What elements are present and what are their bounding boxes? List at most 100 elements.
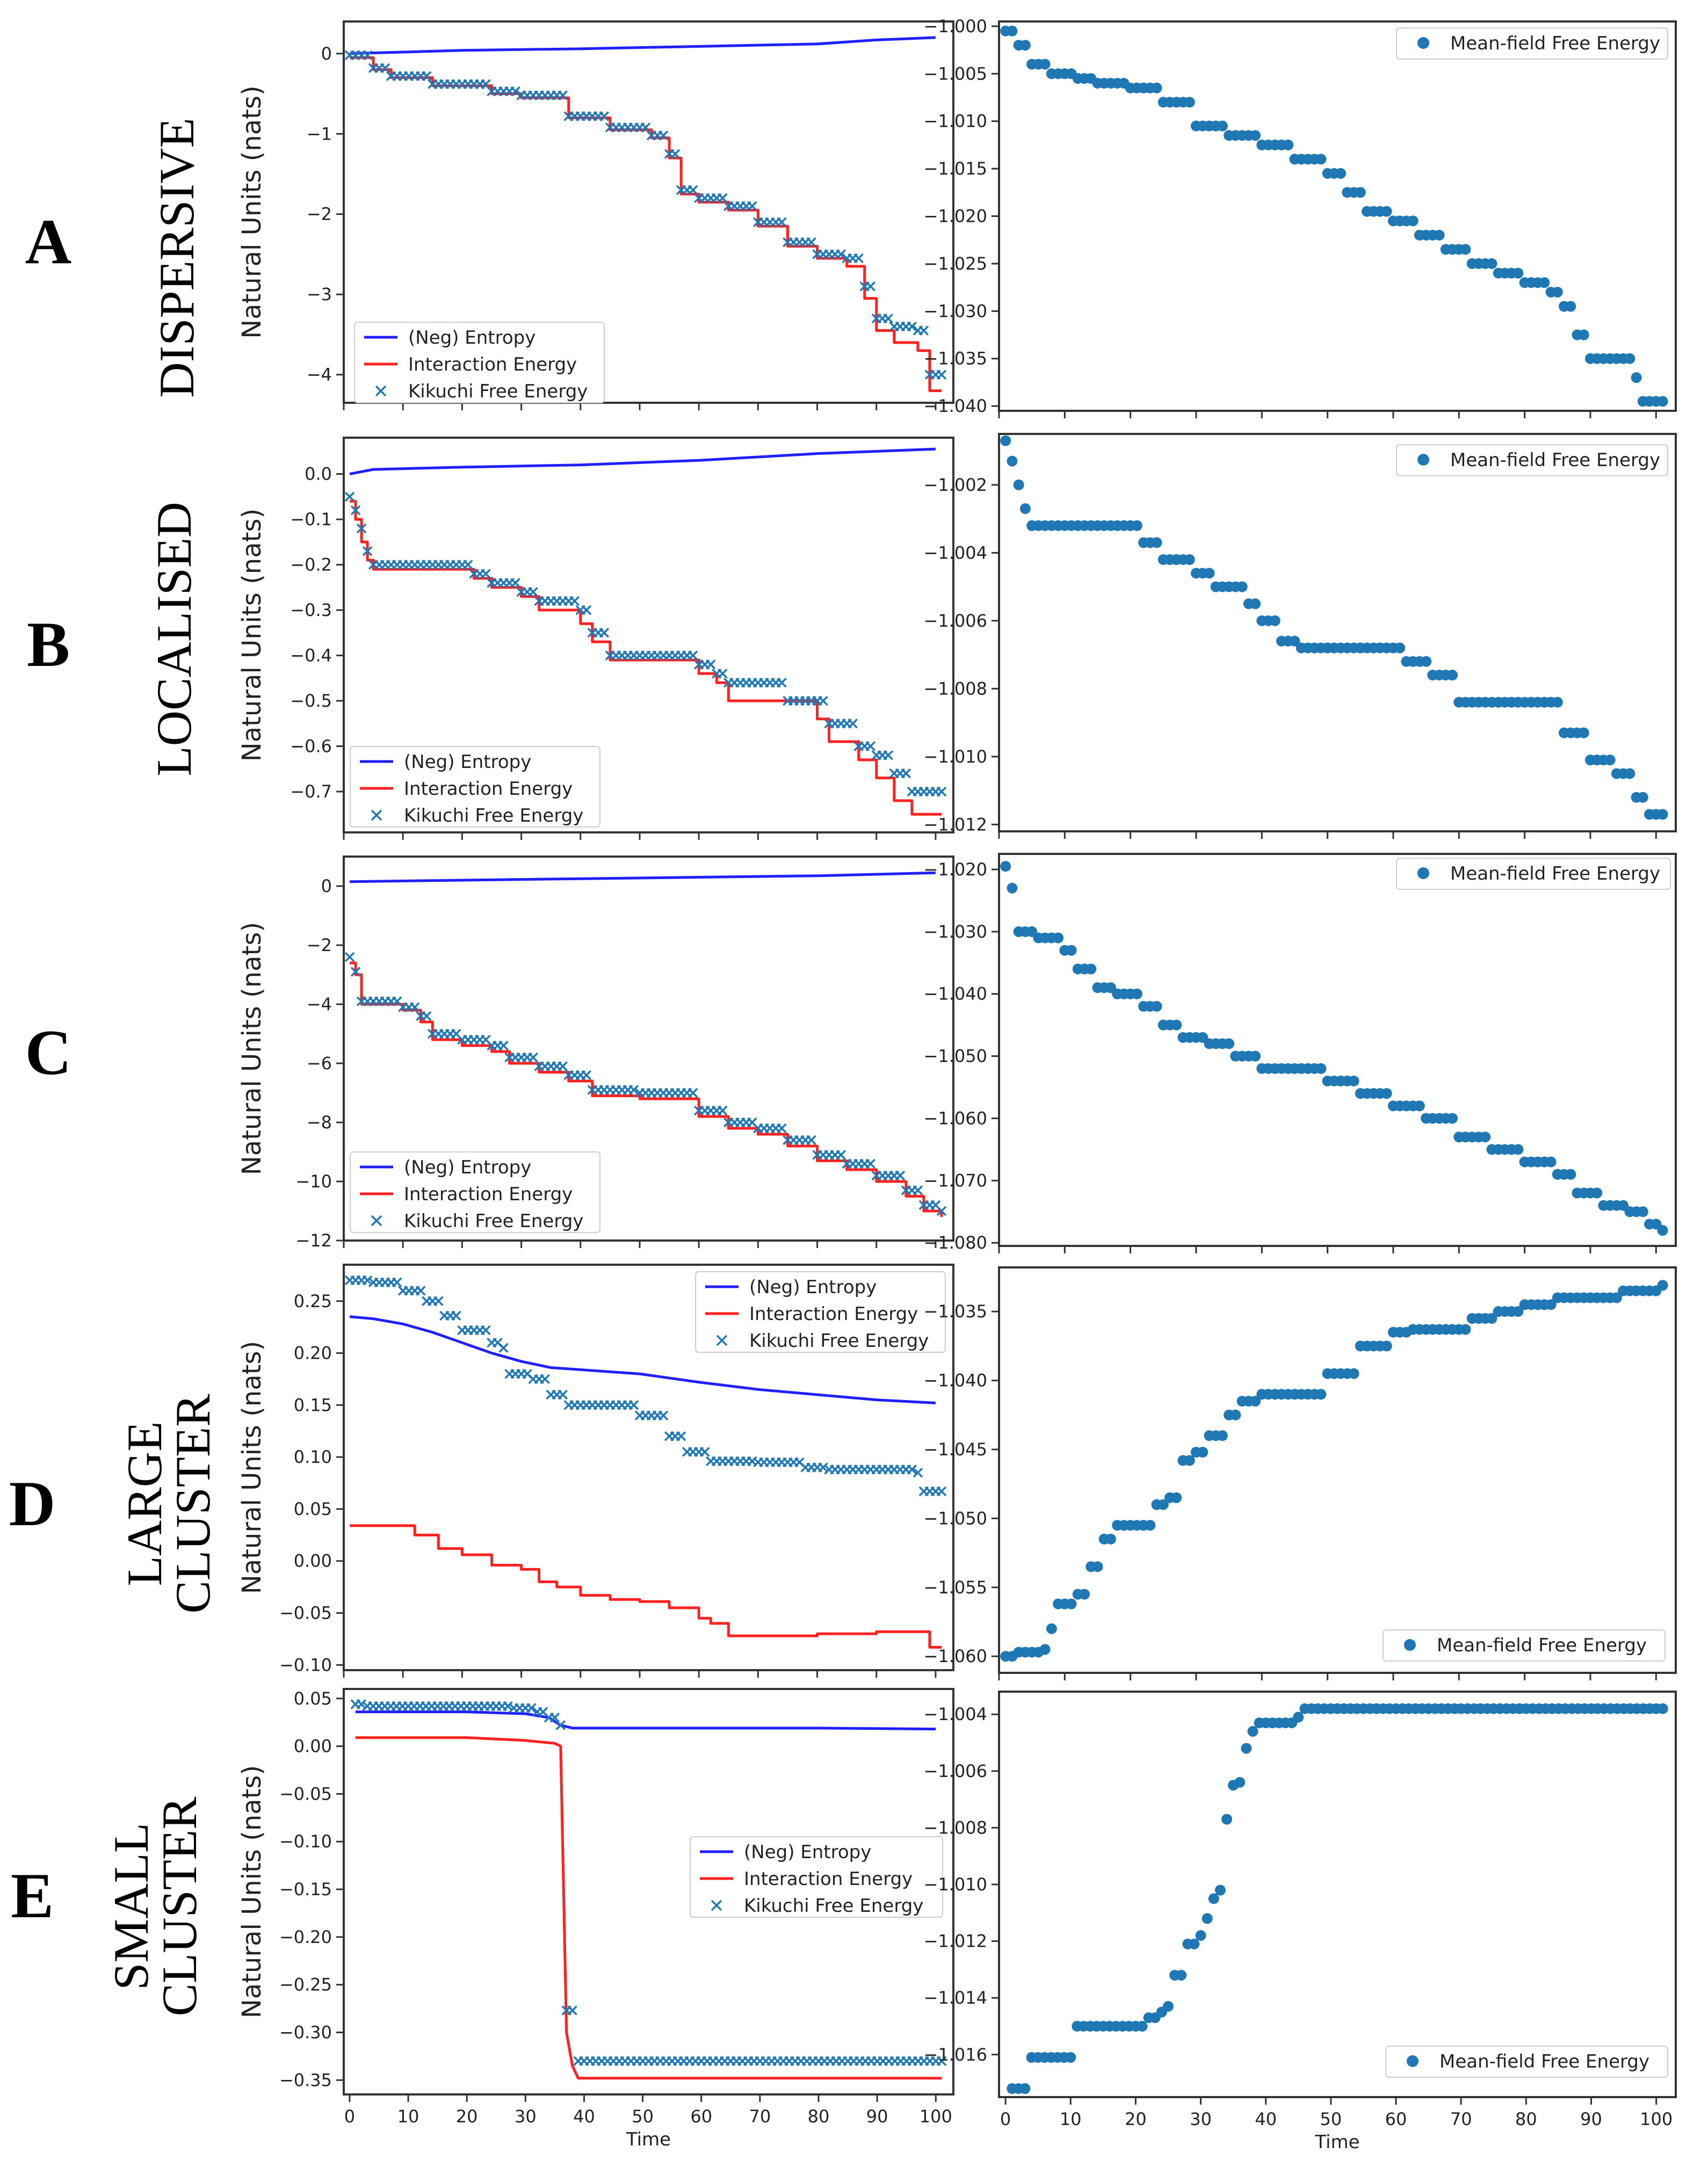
row-letter-a: A: [25, 206, 72, 277]
meanfield-point: [1217, 120, 1228, 132]
kikuchi-marker: [901, 768, 911, 779]
kikuchi-marker: [853, 253, 864, 264]
meanfield-point: [1151, 537, 1162, 548]
meanfield-point: [1184, 97, 1195, 108]
plot-frame: [998, 433, 1677, 832]
meanfield-point: [1315, 154, 1327, 165]
kikuchi-marker: [806, 1135, 816, 1145]
series-line-interaction-energy: [350, 499, 942, 816]
y-tick-label: −1.040: [924, 1371, 987, 1391]
kikuchi-marker: [599, 111, 610, 121]
x-tick-label: 90: [866, 2106, 888, 2127]
meanfield-point: [1315, 1063, 1327, 1074]
meanfield-point: [1234, 1777, 1246, 1788]
row-letter-d: D: [9, 1468, 56, 1539]
x-tick-label: 50: [632, 2106, 654, 2127]
meanfield-point: [1578, 329, 1589, 340]
legend-label: Mean-field Free Energy: [1437, 1635, 1647, 1656]
meanfield-point: [1105, 1533, 1116, 1545]
row-label-large-cluster: CLUSTER: [165, 1394, 220, 1614]
kikuchi-marker: [718, 1105, 728, 1116]
kikuchi-marker: [451, 1310, 461, 1321]
meanfield-point: [1591, 1187, 1603, 1199]
kikuchi-marker: [676, 1431, 686, 1441]
legend-swatch-dot: [1417, 454, 1429, 466]
legend-label: Interaction Energy: [404, 778, 573, 800]
x-tick-label: 80: [808, 2106, 830, 2127]
meanfield-point: [1019, 503, 1031, 514]
kikuchi-marker: [416, 1286, 426, 1296]
legend-swatch-dot: [1417, 867, 1429, 879]
y-tick-label: −1.040: [924, 396, 987, 416]
y-tick-label: −1.014: [924, 1988, 987, 2008]
meanfield-point: [1092, 1561, 1103, 1572]
kikuchi-marker: [558, 1389, 568, 1400]
meanfield-point: [1624, 353, 1635, 364]
row-letter-c: C: [25, 1017, 72, 1088]
y-tick-label: 0.15: [294, 1395, 332, 1415]
series-line-neg-entropy: [349, 1315, 936, 1404]
kikuchi-marker: [344, 952, 355, 962]
meanfield-point: [1007, 455, 1018, 467]
kikuchi-marker: [918, 325, 929, 336]
x-tick-label: 60: [1385, 2109, 1407, 2129]
y-axis-label: Natural Units (nats): [237, 509, 267, 762]
kikuchi-marker: [865, 741, 875, 751]
kikuchi-marker: [640, 122, 651, 133]
kikuchi-marker: [907, 321, 917, 332]
meanfield-point: [1046, 1623, 1057, 1634]
kikuchi-marker: [362, 50, 373, 61]
meanfield-point: [1289, 635, 1300, 647]
meanfield-point: [1000, 435, 1011, 446]
chart-c-left: 0 −2 −4 −6 −8 −10 −12 Natural Units (nats) (Neg)…: [237, 855, 954, 1251]
kikuchi-marker: [865, 281, 875, 292]
x-tick-label: 70: [749, 2106, 771, 2127]
kikuchi-marker: [628, 1085, 639, 1095]
meanfield-point: [1545, 1156, 1557, 1168]
y-tick-label: −1.012: [924, 814, 987, 835]
series-line-neg-entropy: [349, 36, 936, 55]
kikuchi-marker: [818, 695, 828, 706]
meanfield-point: [1565, 1169, 1576, 1180]
y-tick-label: −0.5: [290, 691, 332, 711]
meanfield-point: [1131, 520, 1142, 531]
plot-frame: [998, 1691, 1677, 2098]
meanfield-point: [1545, 1299, 1557, 1310]
meanfield-point: [1241, 1743, 1252, 1754]
kikuchi-marker: [718, 193, 728, 204]
y-tick-label: −1.008: [924, 1817, 987, 1838]
plot-frame: [998, 1266, 1677, 1674]
meanfield-point: [1250, 130, 1261, 141]
legend-box: [354, 322, 605, 403]
meanfield-point: [1007, 25, 1018, 37]
y-tick-label: 0.25: [294, 1291, 332, 1311]
kikuchi-marker: [895, 1170, 906, 1181]
meanfield-point: [1293, 1712, 1304, 1723]
legend-label: Kikuchi Free Energy: [404, 805, 583, 826]
meanfield-point: [1434, 229, 1445, 241]
kikuchi-marker: [558, 90, 568, 100]
y-tick-label: −12: [295, 1230, 332, 1251]
x-tick-label: 100: [920, 2106, 952, 2127]
meanfield-point: [1208, 1893, 1219, 1904]
meanfield-point: [1224, 1038, 1235, 1049]
legend-box: [1396, 27, 1668, 60]
kikuchi-marker: [836, 1150, 846, 1160]
y-tick-label: −1.060: [924, 1108, 987, 1128]
chart-c-right: −1.020 −1.030 −1.040 −1.050 −1.060 −1.070 −1.0…: [924, 853, 1677, 1253]
x-tick-label: 80: [1515, 2109, 1537, 2129]
y-tick-label: 0.05: [294, 1499, 332, 1519]
meanfield-point: [1151, 82, 1162, 93]
kikuchi-marker: [747, 201, 757, 212]
meanfield-point: [1486, 1313, 1497, 1324]
series-line-interaction-energy: [350, 961, 943, 1217]
y-tick-label: −1.050: [924, 1046, 987, 1067]
y-axis-label: Natural Units (nats): [237, 1341, 267, 1594]
y-tick-label: −1.015: [924, 158, 987, 179]
y-tick-label: −1.030: [924, 301, 987, 321]
kikuchi-marker: [558, 1061, 568, 1071]
kikuchi-marker: [913, 1467, 923, 1478]
y-tick-label: −1.006: [924, 1761, 987, 1781]
legend-box: [1396, 444, 1668, 476]
